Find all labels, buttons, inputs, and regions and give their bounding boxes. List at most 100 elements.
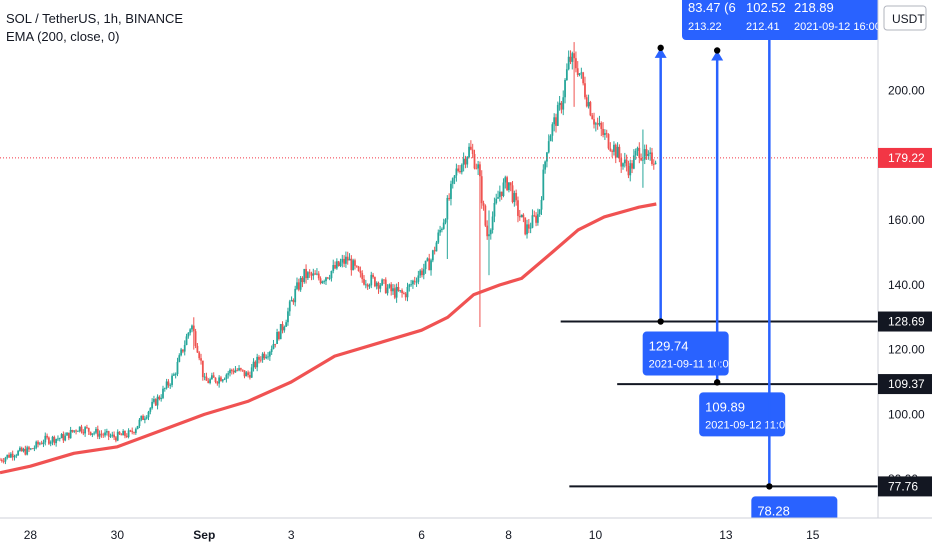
candle-body xyxy=(348,258,351,261)
candle-body xyxy=(584,83,586,98)
ema-indicator-label[interactable]: EMA (200, close, 0) xyxy=(6,29,120,44)
candle-body xyxy=(392,288,394,292)
candle-body xyxy=(305,268,307,279)
candle-body xyxy=(555,117,557,126)
candle-body xyxy=(495,198,498,204)
date-tick-label: 3 xyxy=(288,528,295,542)
level-badge-bg xyxy=(878,311,932,332)
candle-body xyxy=(350,258,353,271)
candle-body xyxy=(220,377,222,382)
candle-body xyxy=(321,281,324,284)
candle-body xyxy=(268,351,271,357)
candle-body xyxy=(620,158,623,167)
candle-body xyxy=(500,191,503,197)
candle-body xyxy=(625,159,628,166)
candle-body xyxy=(151,401,154,409)
candle-body xyxy=(57,438,59,440)
candle-body xyxy=(75,430,77,432)
candle-body xyxy=(406,286,409,298)
candle-body xyxy=(278,331,280,340)
candle-body xyxy=(544,161,547,170)
candle-body xyxy=(415,281,418,283)
price-axis: 220.00200.00180.00160.00140.00120.00100.… xyxy=(877,0,932,550)
candle-body xyxy=(343,258,346,264)
candle-body xyxy=(611,150,614,152)
annotation-header-box xyxy=(788,0,880,40)
date-tick-label: 13 xyxy=(719,528,733,542)
candle-body xyxy=(303,268,306,283)
candle-body xyxy=(93,432,96,434)
candle-body xyxy=(580,72,583,74)
candle-body xyxy=(58,438,61,439)
annotation-header-sub: 2021-09-12 16:00 xyxy=(794,21,881,33)
candle-body xyxy=(194,331,197,346)
annotation-value-box xyxy=(642,331,729,376)
candle-body xyxy=(296,282,298,289)
candle-body xyxy=(451,178,454,184)
candle-body xyxy=(2,460,5,462)
candle-body xyxy=(214,377,217,382)
candle-body xyxy=(643,149,646,160)
candle-body xyxy=(55,438,58,444)
candle-body xyxy=(189,329,192,333)
candle-body xyxy=(122,430,125,436)
candle-body xyxy=(433,250,436,252)
candle-body xyxy=(410,284,413,286)
candle-body xyxy=(297,282,300,290)
candle-body xyxy=(562,97,565,110)
candle-body xyxy=(270,348,273,352)
candle-body xyxy=(142,415,144,420)
candle-body xyxy=(457,168,460,172)
candle-body xyxy=(368,285,371,287)
candle-body xyxy=(154,399,157,406)
candle-body xyxy=(431,250,434,261)
annotation-header-sub: 213.22 xyxy=(688,21,722,33)
candle-body xyxy=(502,182,505,197)
arrow-tip-dot xyxy=(713,47,721,54)
candle-body xyxy=(357,266,360,272)
arrow-base-dot xyxy=(766,483,773,490)
candle-body xyxy=(267,356,269,358)
candle-body xyxy=(167,381,170,386)
candle-body xyxy=(359,271,362,274)
level-badge-bg xyxy=(878,374,932,395)
candle-body xyxy=(15,455,18,457)
candle-body xyxy=(401,290,403,294)
date-tick-label: Sep xyxy=(193,528,215,542)
candle-body xyxy=(66,432,68,436)
candle-body xyxy=(515,193,518,201)
candle-body xyxy=(479,164,481,177)
candle-body xyxy=(317,273,320,279)
candle-body xyxy=(301,277,304,283)
candle-body xyxy=(107,431,110,437)
candle-body xyxy=(632,155,635,169)
candle-body xyxy=(205,376,208,381)
arrow-base-dot xyxy=(657,318,664,325)
arrow-base-dot xyxy=(713,379,721,386)
price-tick-label: 100.00 xyxy=(888,407,925,421)
candle-body xyxy=(402,293,405,294)
candle-body xyxy=(276,331,278,344)
candle-body xyxy=(384,279,387,294)
candle-body xyxy=(546,152,548,162)
candle-body xyxy=(642,159,644,161)
candle-body xyxy=(326,277,329,279)
level-badge: 77.76 xyxy=(888,479,918,493)
candle-body xyxy=(292,300,295,303)
candle-body xyxy=(191,325,193,330)
candle-body xyxy=(533,215,536,217)
candle-body xyxy=(558,102,561,106)
candle-body xyxy=(345,256,347,264)
candle-body xyxy=(564,80,566,98)
candle-body xyxy=(575,58,577,69)
symbol-title[interactable]: SOL / TetherUS, 1h, BINANCE xyxy=(6,11,184,26)
candle-body xyxy=(310,273,313,276)
candle-body xyxy=(283,326,286,331)
candle-body xyxy=(486,225,489,237)
candle-body xyxy=(605,133,608,135)
candle-body xyxy=(460,164,463,173)
candle-body xyxy=(153,399,155,402)
candle-body xyxy=(542,169,545,200)
last-price-badge-bg xyxy=(878,147,932,168)
